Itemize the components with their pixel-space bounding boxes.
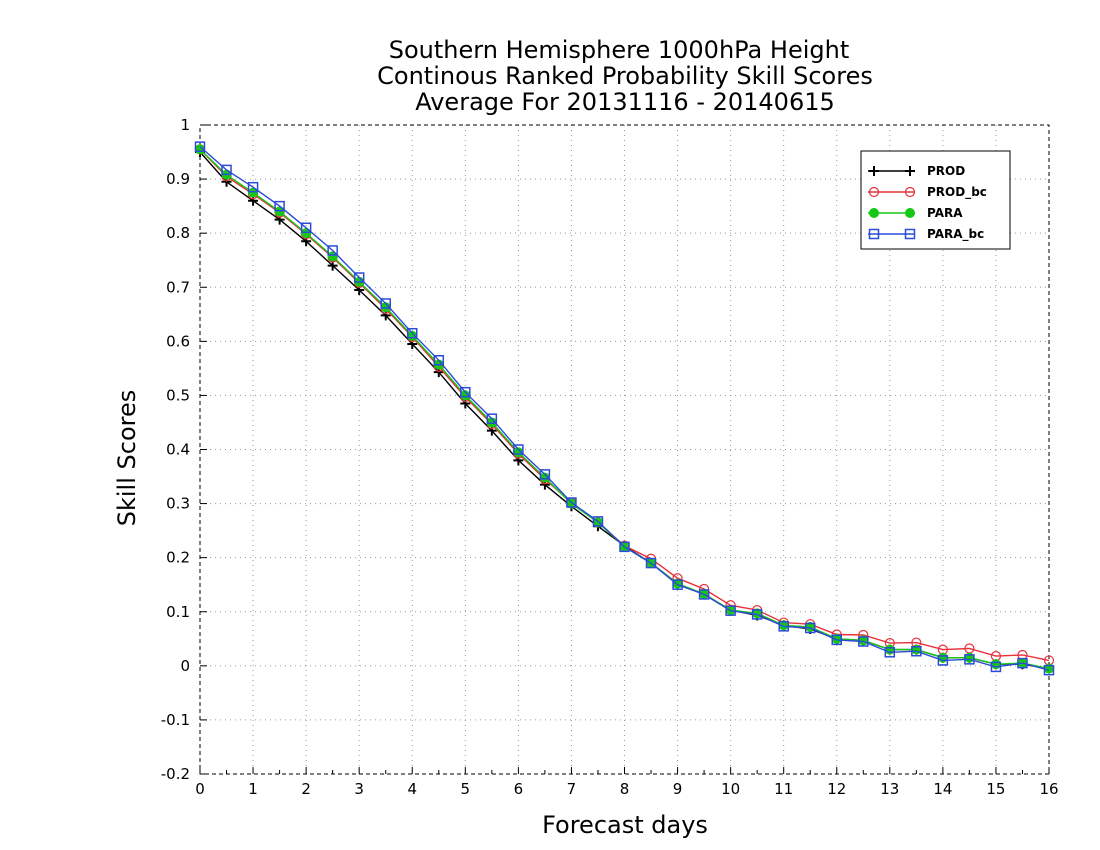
x-tick-label: 9 — [673, 780, 683, 798]
y-tick-label: 1 — [180, 116, 190, 134]
grid — [200, 125, 1049, 774]
legend-entry: PROD — [868, 164, 965, 178]
data-point — [698, 589, 710, 600]
data-point — [221, 164, 232, 176]
data-point — [1043, 664, 1055, 676]
x-tick-label: 3 — [354, 780, 364, 798]
x-tick-label: 0 — [195, 780, 205, 798]
data-point — [1017, 657, 1028, 669]
x-tick-label: 6 — [514, 780, 524, 798]
data-point — [327, 245, 338, 256]
data-point — [804, 622, 816, 634]
legend-label: PARA — [927, 206, 963, 220]
data-point — [248, 187, 259, 198]
data-point — [327, 251, 338, 262]
x-tick-label: 10 — [721, 780, 740, 798]
data-point — [725, 605, 736, 616]
y-tick-label: 0.2 — [166, 549, 190, 567]
x-tick-label: 7 — [567, 780, 577, 798]
data-point — [905, 166, 915, 176]
data-point — [911, 645, 922, 657]
data-point — [539, 469, 551, 480]
legend-entry: PROD_bc — [868, 185, 987, 200]
x-tick-label: 15 — [986, 780, 1005, 798]
data-point — [194, 141, 206, 152]
data-point — [407, 327, 418, 339]
data-point — [353, 272, 365, 283]
x-tick-label: 4 — [407, 780, 417, 798]
x-tick-label: 8 — [620, 780, 630, 798]
y-tick-label: 0.4 — [166, 441, 190, 459]
y-tick-label: 0.7 — [166, 278, 190, 296]
data-point — [645, 557, 657, 569]
data-point — [868, 186, 880, 198]
data-point — [884, 647, 896, 658]
data-point — [831, 634, 842, 646]
data-point — [964, 654, 975, 665]
chart-title: Southern Hemisphere 1000hPa Height Conti… — [377, 36, 873, 116]
chart-title-line-2: Continous Ranked Probability Skill Score… — [377, 62, 873, 90]
data-point — [904, 228, 916, 240]
y-tick-label: -0.1 — [161, 711, 190, 729]
legend: PROD PROD_bc PARA PARA_bc — [860, 150, 1011, 250]
x-tick-label: 16 — [1039, 780, 1058, 798]
x-tick-label: 12 — [827, 780, 846, 798]
data-point — [566, 497, 577, 508]
x-tick-label: 14 — [933, 780, 952, 798]
x-tick-label: 5 — [461, 780, 471, 798]
data-point — [380, 298, 391, 309]
axis-ticks: 0 1 2 3 4 5 6 7 8 9 10 11 12 13 14 15 16-0.2-0.100.10.20… — [161, 116, 1059, 798]
series-para-bc — [194, 141, 1055, 676]
x-tick-label: 11 — [774, 780, 793, 798]
data-point — [858, 636, 869, 647]
chart-title-line-1: Southern Hemisphere 1000hPa Height — [389, 36, 849, 64]
data-point — [751, 609, 763, 620]
x-tick-label: 1 — [248, 780, 258, 798]
data-point — [300, 222, 312, 234]
data-point — [990, 661, 1002, 673]
y-tick-label: 0.5 — [166, 386, 190, 404]
legend-box — [860, 150, 1011, 250]
data-point — [274, 200, 285, 212]
data-point — [869, 208, 879, 218]
y-tick-label: 0.8 — [166, 224, 190, 242]
data-point — [905, 208, 915, 218]
data-point — [247, 181, 259, 193]
y-tick-label: 0 — [180, 657, 190, 675]
y-tick-label: 0.6 — [166, 332, 190, 350]
series-lines — [194, 141, 1055, 676]
data-point — [937, 655, 949, 666]
data-point — [433, 355, 445, 366]
data-point — [904, 186, 916, 198]
data-point — [869, 166, 879, 176]
data-point — [778, 621, 789, 632]
y-tick-label: 0.1 — [166, 603, 190, 621]
data-point — [486, 413, 498, 424]
legend-label: PROD_bc — [927, 185, 987, 200]
series-line — [199, 146, 1050, 671]
legend-label: PROD — [927, 164, 965, 178]
x-tick-label: 2 — [301, 780, 311, 798]
y-axis-label: Skill Scores — [113, 390, 141, 527]
legend-label: PARA_bc — [927, 227, 984, 242]
legend-entry: PARA_bc — [868, 227, 984, 242]
y-tick-label: -0.2 — [161, 765, 190, 783]
x-tick-label: 13 — [880, 780, 899, 798]
x-axis-label: Forecast days — [542, 811, 708, 839]
data-point — [592, 516, 604, 527]
y-tick-label: 0.3 — [166, 495, 190, 513]
data-point — [672, 579, 683, 590]
data-point — [460, 386, 471, 398]
legend-entry: PARA — [868, 206, 963, 220]
data-point — [513, 444, 524, 455]
data-point — [868, 228, 880, 240]
chart-title-line-3: Average For 20131116 - 20140615 — [415, 88, 835, 116]
data-point — [274, 206, 285, 217]
y-tick-label: 0.9 — [166, 170, 190, 188]
data-point — [619, 541, 630, 553]
